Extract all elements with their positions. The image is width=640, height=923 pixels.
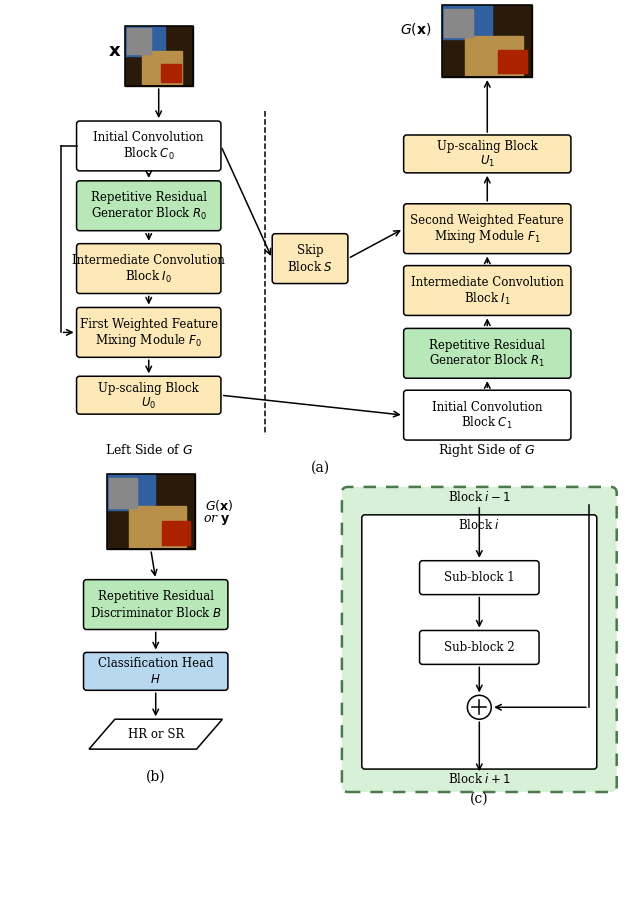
Bar [161, 65, 181, 82]
FancyBboxPatch shape [342, 487, 617, 792]
FancyBboxPatch shape [420, 630, 539, 665]
Text: $\mathit{H}$: $\mathit{H}$ [150, 673, 161, 686]
Bar [129, 506, 186, 547]
FancyBboxPatch shape [404, 329, 571, 378]
Text: $G(\mathbf{x})$: $G(\mathbf{x})$ [400, 21, 431, 37]
Text: Discriminator Block $\mathit{B}$: Discriminator Block $\mathit{B}$ [90, 605, 221, 619]
FancyBboxPatch shape [404, 266, 571, 316]
Text: Right Side of $\mathit{G}$: Right Side of $\mathit{G}$ [438, 441, 536, 459]
Text: Repetitive Residual: Repetitive Residual [429, 339, 545, 352]
Text: (a): (a) [310, 461, 330, 475]
Text: Repetitive Residual: Repetitive Residual [98, 590, 214, 603]
Text: Block $\mathit{C}_0$: Block $\mathit{C}_0$ [123, 146, 175, 162]
Text: Repetitive Residual: Repetitive Residual [91, 191, 207, 204]
Bar [107, 474, 195, 549]
FancyBboxPatch shape [362, 515, 596, 769]
Text: Mixing Module $\mathit{F}_0$: Mixing Module $\mathit{F}_0$ [95, 332, 202, 349]
FancyBboxPatch shape [404, 135, 571, 173]
Bar [442, 6, 492, 40]
Bar [465, 36, 523, 75]
Text: Sub-block 1: Sub-block 1 [444, 571, 515, 584]
Text: Intermediate Convolution: Intermediate Convolution [72, 254, 225, 267]
Text: $\mathit{U}_0$: $\mathit{U}_0$ [141, 396, 156, 411]
FancyBboxPatch shape [420, 560, 539, 594]
Text: Block $\mathit{I}_0$: Block $\mathit{I}_0$ [125, 269, 172, 284]
FancyBboxPatch shape [77, 244, 221, 294]
Polygon shape [89, 719, 223, 749]
Text: $\mathbf{x}$: $\mathbf{x}$ [108, 42, 122, 60]
Text: Block $i-1$: Block $i-1$ [448, 490, 511, 504]
Bar [125, 27, 193, 86]
Bar [442, 6, 532, 78]
FancyBboxPatch shape [77, 181, 221, 231]
Text: $\mathit{U}_1$: $\mathit{U}_1$ [480, 154, 495, 170]
Text: Block $\mathit{S}$: Block $\mathit{S}$ [287, 259, 333, 273]
Bar [127, 29, 150, 54]
Text: $G(\mathbf{x})$: $G(\mathbf{x})$ [205, 498, 234, 513]
Text: Initial Convolution: Initial Convolution [93, 131, 204, 145]
FancyBboxPatch shape [404, 204, 571, 254]
Text: Sub-block 2: Sub-block 2 [444, 641, 515, 653]
FancyBboxPatch shape [84, 580, 228, 629]
FancyBboxPatch shape [77, 377, 221, 414]
Text: Block $\mathit{C}_1$: Block $\mathit{C}_1$ [461, 415, 513, 431]
Bar [442, 6, 532, 78]
Text: Block $i+1$: Block $i+1$ [448, 772, 511, 786]
FancyBboxPatch shape [84, 653, 228, 690]
Text: Skip: Skip [297, 245, 323, 258]
Text: (c): (c) [470, 792, 488, 806]
Bar [107, 474, 195, 549]
Text: Mixing Module $\mathit{F}_1$: Mixing Module $\mathit{F}_1$ [434, 228, 541, 246]
Text: Up-scaling Block: Up-scaling Block [437, 140, 538, 153]
Bar [444, 9, 473, 37]
Bar [109, 478, 137, 508]
Text: First Weighted Feature: First Weighted Feature [80, 318, 218, 331]
Bar [499, 50, 527, 73]
Text: Initial Convolution: Initial Convolution [432, 401, 543, 414]
Text: HR or SR: HR or SR [127, 727, 184, 740]
Text: Block $i$: Block $i$ [458, 518, 500, 532]
Circle shape [467, 695, 492, 719]
Text: Block $\mathit{I}_1$: Block $\mathit{I}_1$ [464, 291, 511, 306]
Text: Generator Block $\mathit{R}_0$: Generator Block $\mathit{R}_0$ [91, 206, 207, 222]
FancyBboxPatch shape [272, 234, 348, 283]
Bar [125, 27, 193, 86]
Text: Generator Block $\mathit{R}_1$: Generator Block $\mathit{R}_1$ [429, 354, 545, 369]
Text: Second Weighted Feature: Second Weighted Feature [410, 214, 564, 227]
Text: Up-scaling Block: Up-scaling Block [99, 382, 199, 395]
Text: Classification Head: Classification Head [98, 657, 214, 670]
FancyBboxPatch shape [404, 390, 571, 440]
Text: Intermediate Convolution: Intermediate Convolution [411, 276, 564, 289]
Bar [142, 52, 182, 84]
Bar [107, 474, 155, 509]
Bar [162, 521, 189, 545]
Text: (b): (b) [146, 770, 166, 784]
Bar [125, 27, 166, 56]
FancyBboxPatch shape [77, 121, 221, 171]
Text: Left Side of $\mathit{G}$: Left Side of $\mathit{G}$ [104, 443, 193, 457]
FancyBboxPatch shape [77, 307, 221, 357]
Text: or $\mathbf{y}$: or $\mathbf{y}$ [203, 513, 230, 527]
